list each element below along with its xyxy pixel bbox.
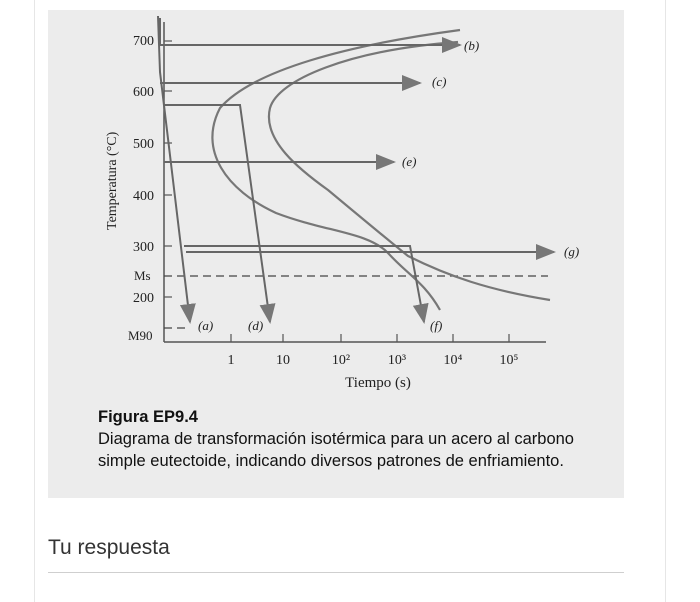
path-d xyxy=(164,104,276,324)
path-b xyxy=(159,18,462,53)
x-tick-10: 10 xyxy=(276,353,290,368)
x-tick-1e3: 10³ xyxy=(388,353,406,368)
y-tick-300: 300 xyxy=(133,240,154,255)
label-a: (a) xyxy=(198,318,213,333)
x-tick-1e5: 10⁵ xyxy=(500,353,519,368)
figure-panel: 700 600 500 400 300 200 Ms M90 Temperatu… xyxy=(48,10,624,498)
x-axis-label: Tiempo (s) xyxy=(345,375,411,391)
label-b: (b) xyxy=(464,38,479,53)
label-c: (c) xyxy=(432,74,446,89)
x-tick-1: 1 xyxy=(228,353,235,368)
label-g: (g) xyxy=(564,244,579,259)
answer-input-underline[interactable] xyxy=(48,572,624,573)
card-right-edge xyxy=(665,0,700,602)
ttt-start-curve xyxy=(211,28,461,311)
y-tick-400: 400 xyxy=(133,189,154,204)
label-e: (e) xyxy=(402,154,416,169)
y-tick-700: 700 xyxy=(133,34,154,49)
x-tick-1e4: 10⁴ xyxy=(444,353,463,368)
answer-label: Tu respuesta xyxy=(48,536,170,559)
path-f xyxy=(184,245,429,324)
figure-caption: Figura EP9.4 Diagrama de transformación … xyxy=(98,406,608,472)
x-tick-1e2: 10² xyxy=(332,353,350,368)
caption-text: Diagrama de transformación isotérmica pa… xyxy=(98,430,574,470)
path-a xyxy=(157,15,196,324)
caption-title: Figura EP9.4 xyxy=(98,408,198,426)
m90-label: M90 xyxy=(128,328,153,343)
label-d: (d) xyxy=(248,318,263,333)
y-tick-600: 600 xyxy=(133,85,154,100)
y-tick-500: 500 xyxy=(133,137,154,152)
ms-label: Ms xyxy=(134,268,151,283)
y-tick-200: 200 xyxy=(133,291,154,306)
ttt-diagram: 700 600 500 400 300 200 Ms M90 Temperatu… xyxy=(105,15,579,391)
card-left-edge xyxy=(0,0,35,602)
y-axis-label: Temperatura (°C) xyxy=(105,131,120,230)
label-f: (f) xyxy=(430,318,442,333)
ttt-finish-curve xyxy=(267,40,551,302)
